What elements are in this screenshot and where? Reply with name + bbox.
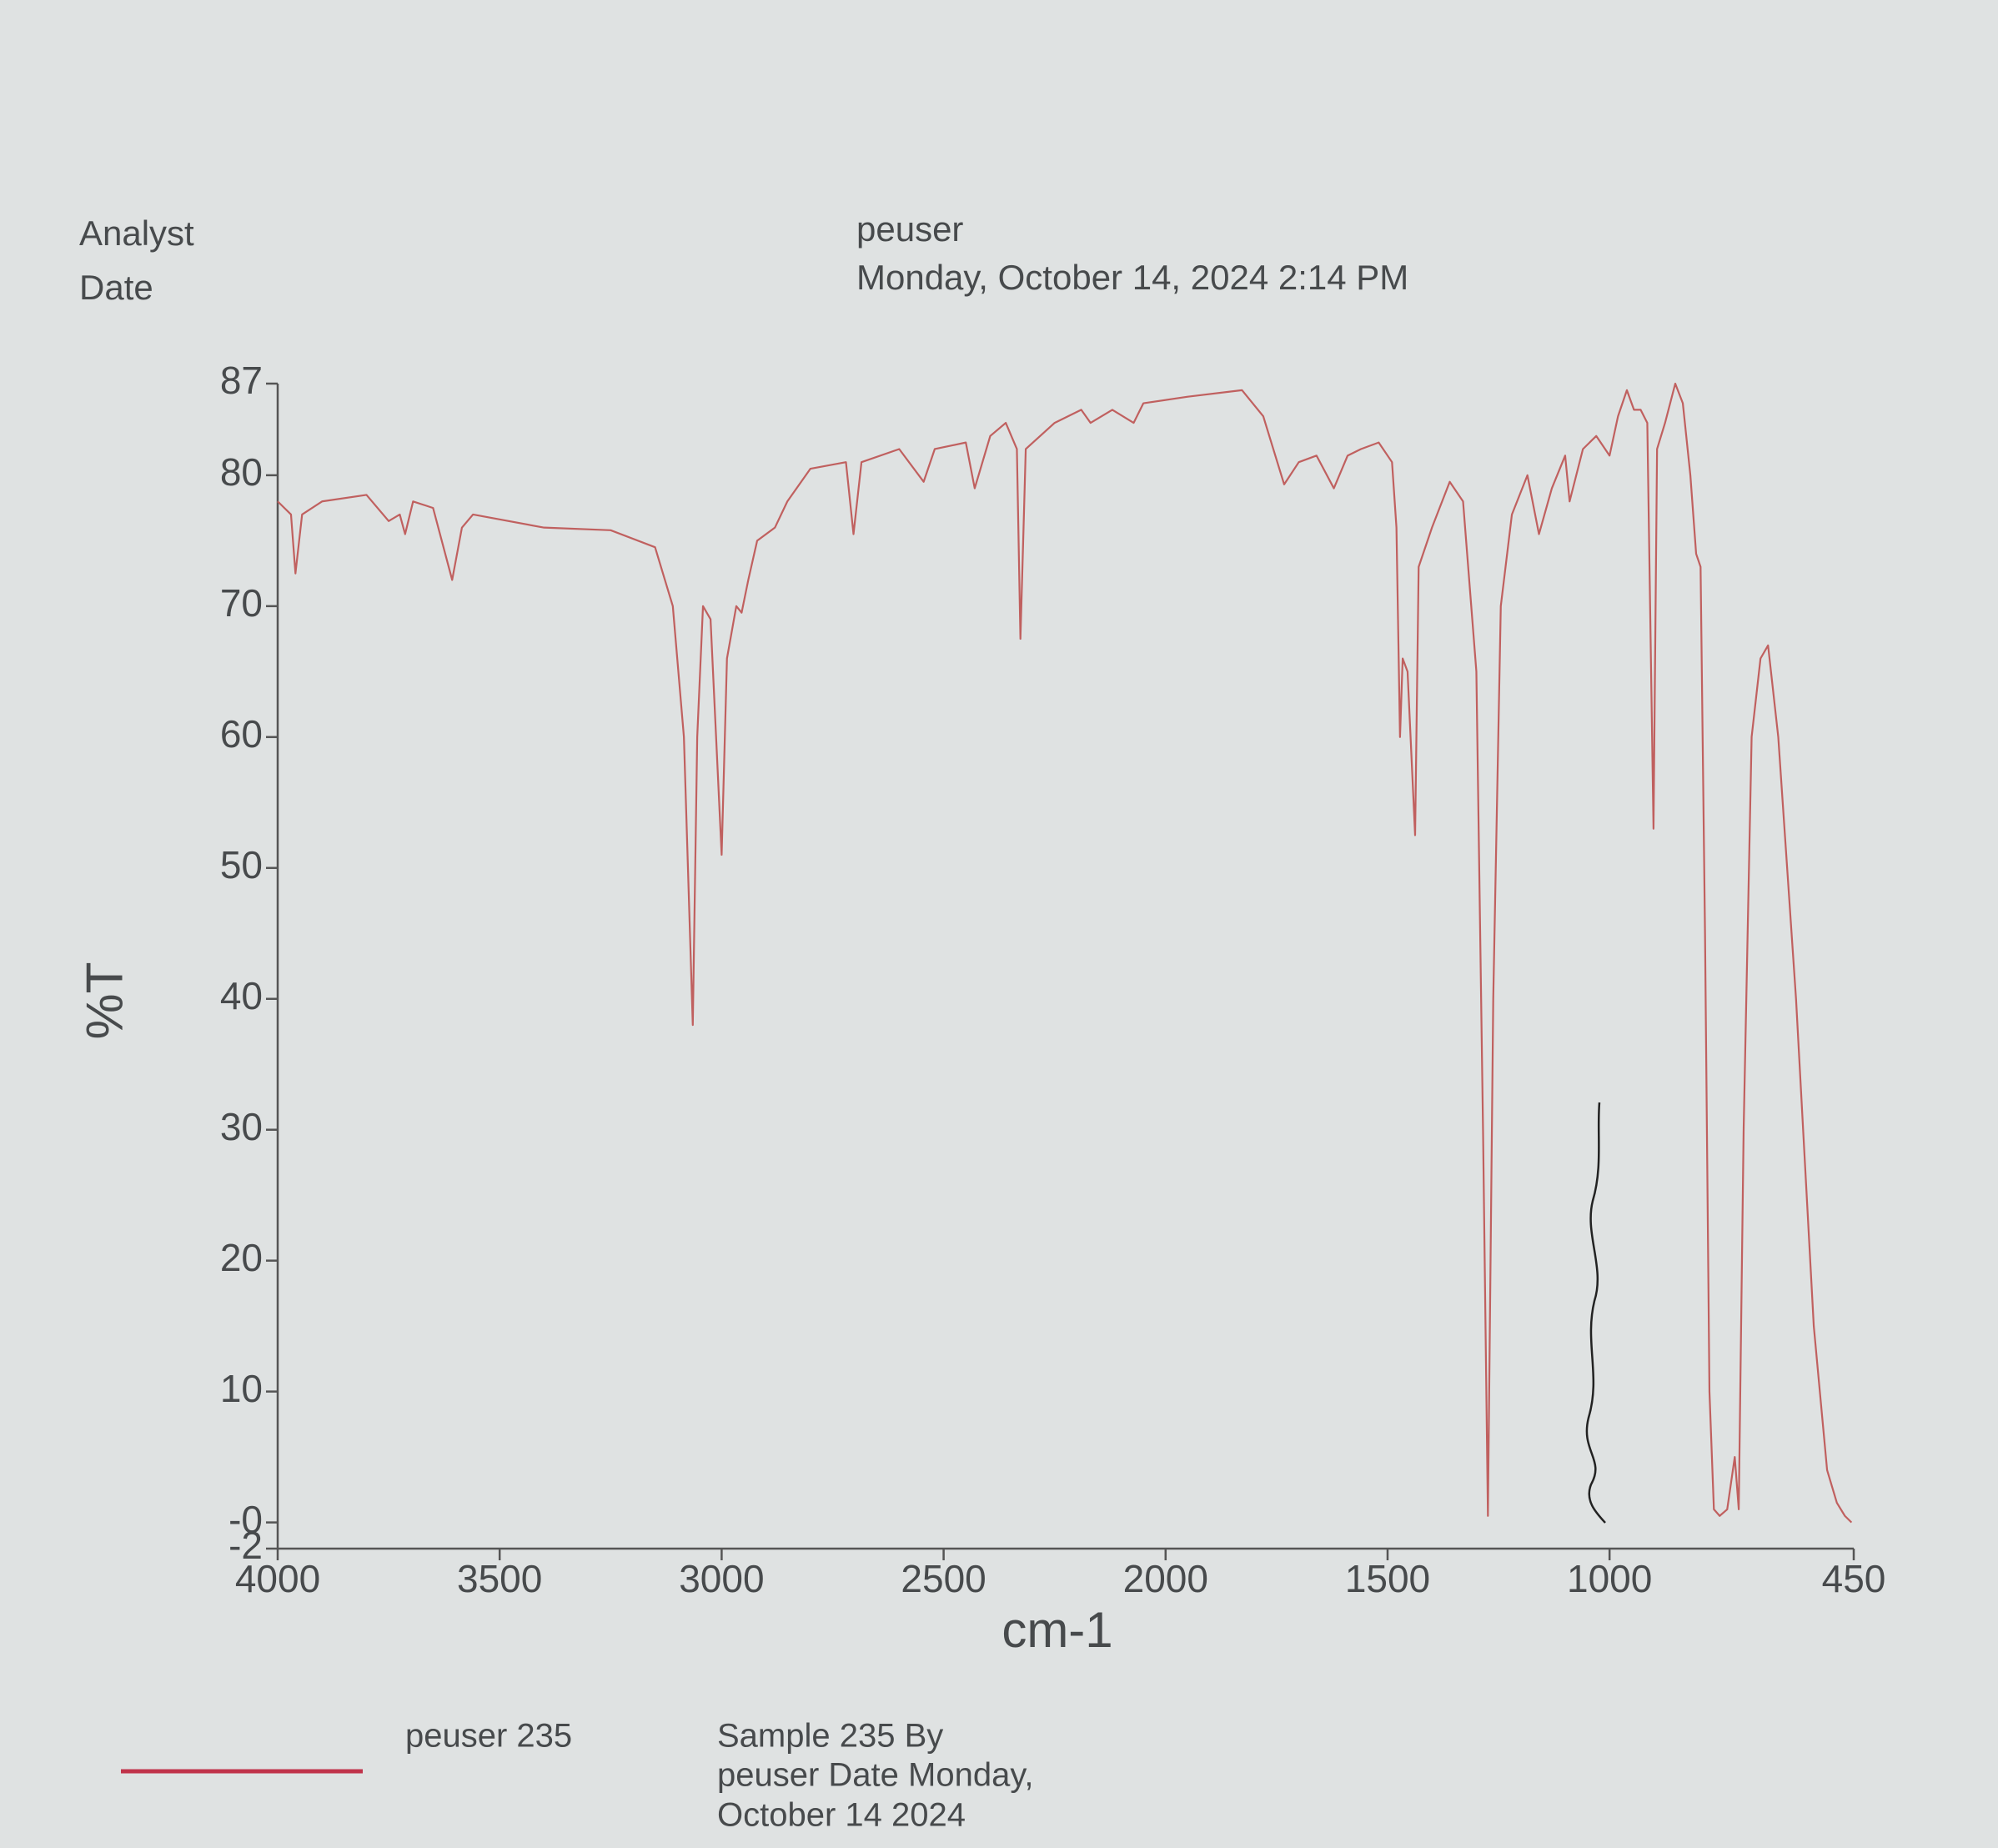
- spectrum-line: [277, 382, 1853, 1524]
- x-tick-label: 450: [1822, 1557, 1886, 1600]
- x-tick-label: 2000: [1123, 1557, 1208, 1600]
- y-tick-label: -0: [228, 1498, 263, 1541]
- legend-note: October 14 2024: [717, 1797, 966, 1834]
- y-axis-label: %T: [76, 962, 133, 1040]
- date-label: Date: [79, 268, 153, 307]
- analyst: peuser: [856, 209, 963, 249]
- y-tick-label: -2: [228, 1524, 263, 1567]
- analyst-label: Analyst: [79, 213, 194, 253]
- x-tick-label: 1000: [1567, 1557, 1652, 1600]
- pen-mark: [1585, 1102, 1606, 1524]
- legend-note: Sample 235 By: [717, 1718, 943, 1755]
- legend-note: peuser Date Monday,: [717, 1757, 1033, 1794]
- y-tick-label: 60: [220, 712, 263, 756]
- x-tick-label: 3000: [679, 1557, 764, 1600]
- x-tick-label: 1500: [1345, 1557, 1430, 1600]
- y-tick-label: 30: [220, 1105, 263, 1148]
- x-tick-label: 3500: [457, 1557, 542, 1600]
- x-tick-label: 2500: [901, 1557, 986, 1600]
- y-tick-label: 10: [220, 1367, 263, 1410]
- x-axis-label: cm-1: [1002, 1602, 1112, 1658]
- y-tick-label: 80: [220, 450, 263, 494]
- y-tick-label: 70: [220, 581, 263, 625]
- date: Monday, October 14, 2024 2:14 PM: [856, 258, 1408, 297]
- y-tick-label: 40: [220, 974, 263, 1017]
- legend-label: peuser 235: [405, 1718, 572, 1755]
- y-tick-label: 50: [220, 843, 263, 886]
- y-tick-label: 20: [220, 1236, 263, 1279]
- x-tick-label: 4000: [235, 1557, 320, 1600]
- y-tick-label: 87: [220, 359, 263, 402]
